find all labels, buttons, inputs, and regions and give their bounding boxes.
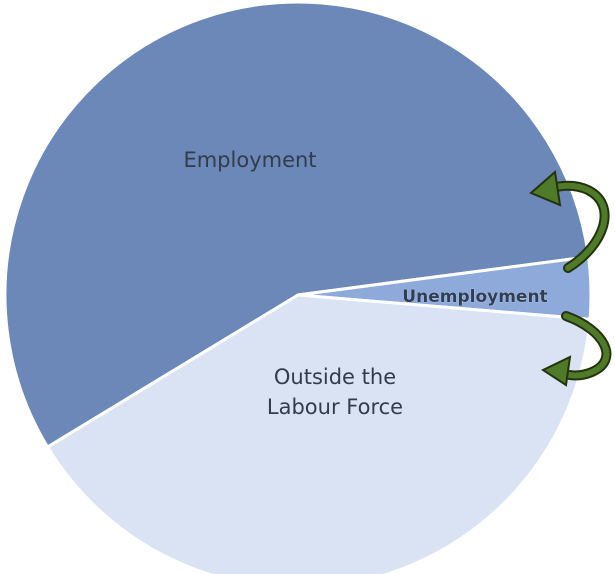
arrow-up xyxy=(529,170,610,273)
pie-slice xyxy=(3,0,591,450)
slice-label: Employment xyxy=(183,148,317,172)
arrow-down xyxy=(540,311,612,387)
slice-label: Unemployment xyxy=(402,287,548,307)
slice-label: Outside the Labour Force xyxy=(266,365,404,419)
pie-slice xyxy=(45,293,592,574)
